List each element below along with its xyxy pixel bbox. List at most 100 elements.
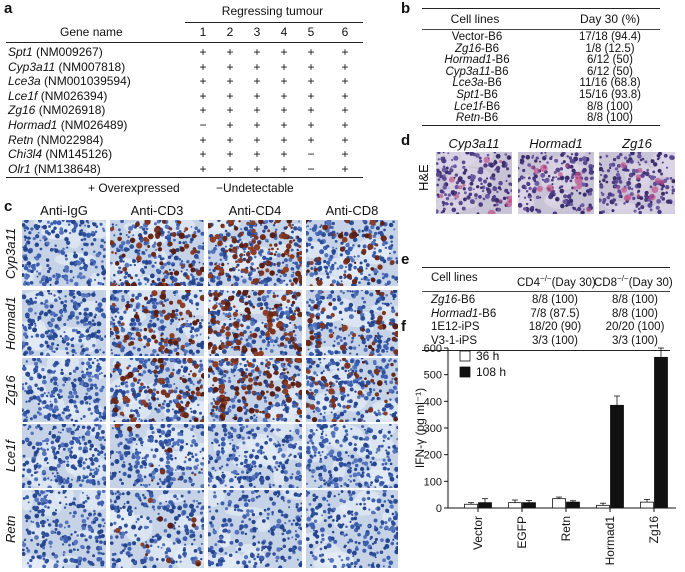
expression-mark: + xyxy=(280,103,288,118)
expression-mark: + xyxy=(280,88,288,103)
gene-symbol: Chi3l4 xyxy=(8,147,43,162)
expression-mark: + xyxy=(307,59,315,74)
e-cell-line-label: Zg16-B6 xyxy=(431,294,475,307)
gene-symbol: Olr1 xyxy=(8,161,31,176)
gene-label: Spt1 (NM009267) xyxy=(8,45,103,59)
expression-mark: + xyxy=(226,161,234,176)
x-category-label: Vector xyxy=(471,516,485,550)
expression-mark: + xyxy=(341,103,349,118)
ihc-micrograph xyxy=(110,358,204,422)
expression-mark: + xyxy=(341,147,349,162)
cell-line-suffix: -B6 xyxy=(482,100,501,113)
ifn-gamma-bar-chart: 0 100 200 300 400 500 600 IFN-γ (pg ml⁻¹) Vector… xyxy=(413,343,676,565)
expression-mark: + xyxy=(253,74,261,89)
ihc-micrograph xyxy=(22,290,106,356)
ihc-micrograph xyxy=(110,490,204,568)
gene-row-label: Lce1f xyxy=(3,440,18,472)
legend-label: 108 h xyxy=(476,365,506,379)
cd4-value: 18/20 (90) xyxy=(528,321,582,333)
cell-line-suffix: -B6 xyxy=(480,112,499,125)
ihc-micrograph xyxy=(306,290,398,356)
expression-mark: + xyxy=(226,88,234,103)
antibody-header-4: Anti-CD8 xyxy=(325,203,379,218)
expression-mark: + xyxy=(341,59,349,74)
gene-name-header: Gene name xyxy=(60,25,123,39)
expression-mark: − xyxy=(307,161,315,176)
y-tick-label: 400 xyxy=(424,396,442,408)
expression-mark: + xyxy=(307,103,315,118)
e-cell-line-gene: Hormad1 xyxy=(431,307,479,320)
day30-value: 6/12 (50) xyxy=(586,54,634,67)
accession-number: (NM145126) xyxy=(42,147,113,162)
accession-number: (NM009267) xyxy=(32,45,103,59)
gene-label: Olr1 (NM138648) xyxy=(8,162,101,176)
expression-mark: + xyxy=(341,118,349,132)
gene-symbol: Hormad1 xyxy=(8,118,58,132)
accession-number: (NM026489) xyxy=(57,118,128,132)
antibody-header-2: Anti-CD3 xyxy=(130,203,184,218)
expression-mark: + xyxy=(226,103,234,118)
expression-mark: + xyxy=(199,74,207,89)
cd4-value: 3/3 (100) xyxy=(531,334,579,347)
he-column-header: Cyp3a11 xyxy=(448,136,500,151)
cell-line-suffix: Vector-B6 xyxy=(451,31,503,43)
cell-line-gene: Hormad1 xyxy=(444,54,492,67)
legend-swatch xyxy=(459,350,471,362)
expression-mark: + xyxy=(226,132,234,147)
tumour-number-5: 5 xyxy=(307,25,315,39)
panel-e-letter: e xyxy=(401,251,410,268)
tumour-number-1: 1 xyxy=(199,25,207,39)
expression-mark: + xyxy=(199,161,207,176)
expression-mark: + xyxy=(341,45,349,59)
ihc-micrograph xyxy=(22,220,106,286)
panel-b-letter: b xyxy=(401,0,411,17)
expression-mark: + xyxy=(253,132,261,147)
ihc-micrograph xyxy=(22,358,106,422)
cell-line-suffix: -B6 xyxy=(490,65,509,78)
gene-row-label: Retn xyxy=(3,515,18,543)
he-micrograph xyxy=(436,152,512,214)
gene-row-label: Hormad1 xyxy=(3,296,18,350)
expression-mark: + xyxy=(253,103,261,118)
cell-line-suffix: -B6 xyxy=(491,54,510,67)
ihc-micrograph xyxy=(22,424,106,488)
bar-36h xyxy=(640,501,654,509)
cell-line-label: Lce1f-B6 xyxy=(427,101,527,114)
e-cd4-header: CD4−/−(Day 30) xyxy=(517,274,596,289)
cell-line-label: Hormad1-B6 xyxy=(427,54,527,67)
x-category-label: EGFP xyxy=(515,516,529,549)
expression-mark: + xyxy=(280,132,288,147)
he-column-header: Hormad1 xyxy=(529,136,583,151)
day30-value: 6/12 (50) xyxy=(586,65,634,78)
gene-symbol: Lce3a xyxy=(8,74,41,89)
expression-mark: + xyxy=(199,132,207,147)
bar-36h xyxy=(552,498,566,509)
legend-label: 36 h xyxy=(476,349,499,363)
gene-label: Chi3l4 (NM145126) xyxy=(8,147,112,161)
expression-mark: + xyxy=(226,74,234,89)
cell-line-label: Cyp3a11-B6 xyxy=(427,66,527,79)
tumour-number-6: 6 xyxy=(341,25,349,39)
cd4-value: 8/8 (100) xyxy=(531,294,579,306)
he-micrograph xyxy=(518,152,594,214)
cell-line-gene: Spt1 xyxy=(456,89,480,101)
cd8-value: 3/3 (100) xyxy=(611,334,659,347)
bar-36h xyxy=(596,504,610,509)
expression-mark: + xyxy=(341,161,349,176)
antibody-header-1: Anti-IgG xyxy=(40,203,88,218)
expression-mark: + xyxy=(253,45,261,59)
gene-row-label: Zg16 xyxy=(3,375,18,405)
e-cell-line-suffix: V3-1-iPS xyxy=(431,334,478,347)
day30-value: 8/8 (100) xyxy=(586,100,634,113)
expression-mark: + xyxy=(307,45,315,59)
y-tick-label: 600 xyxy=(424,343,442,355)
gene-symbol: Cyp3a11 xyxy=(8,59,56,74)
day30-value: 1/8 (12.5) xyxy=(585,42,635,55)
expression-mark: + xyxy=(280,147,288,162)
expression-mark: + xyxy=(253,147,261,162)
expression-mark: + xyxy=(307,74,315,89)
he-micrograph xyxy=(599,152,675,214)
bar-108h xyxy=(522,502,536,509)
accession-number: (NM022984) xyxy=(33,132,104,147)
tumour-number-3: 3 xyxy=(253,25,261,39)
